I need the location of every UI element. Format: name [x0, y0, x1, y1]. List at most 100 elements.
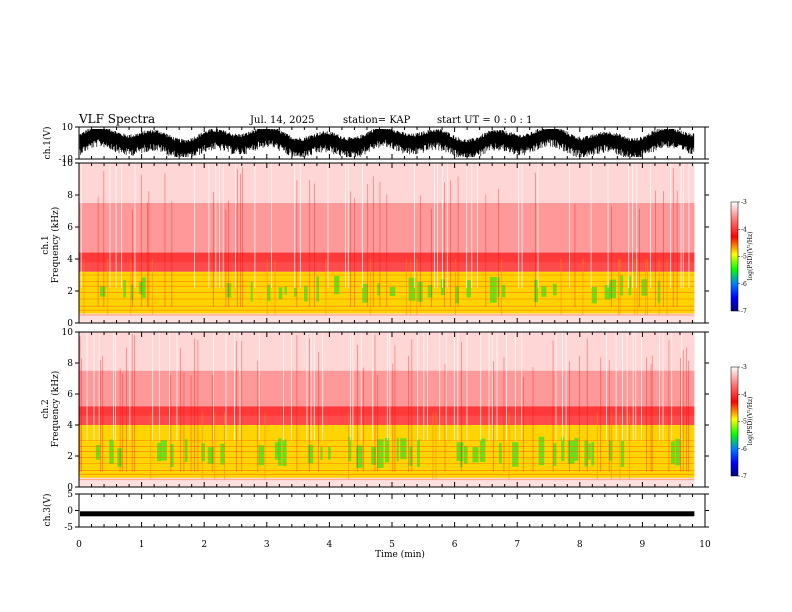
chart_data.1.yticks-green-patch: [552, 283, 557, 296]
chart_data.1.yticks-green-patch: [226, 283, 232, 298]
chart_data.2.yticks-green-patch: [479, 438, 486, 462]
ch2-colorbar: -3 -4 -5 -6 -7 log(PSD)(V²/Hz): [730, 364, 754, 480]
ch1-spectrogram-panel: 0 2 4 6 8 10: [62, 159, 709, 329]
chart_data.1.yticks-green-patch: [141, 277, 146, 298]
chart_data.1.yticks-green-patch: [591, 286, 597, 304]
chart_data.1.yticks-tick-label: 8: [67, 191, 73, 201]
start-time-label: start UT = 0 : 0 : 1: [437, 115, 532, 126]
chart_data.2.yticks-green-patch: [220, 443, 225, 465]
chart_data.3.yticks-tick-label: -5: [64, 523, 73, 533]
chart_data.2.yticks-green-patch: [498, 443, 502, 464]
chart_data.2.yticks-green-patch: [277, 438, 282, 466]
chart_data.2.yticks-green-patch: [207, 447, 214, 464]
chart_data.1.yticks-green-patch: [427, 284, 433, 298]
chart_data.2.yticks-bottom-strip: [79, 480, 695, 487]
chart_data.2.yticks-tick-label: 4: [67, 421, 73, 431]
chart_data.1.yticks-green-patch: [99, 285, 106, 297]
chart_data.1.yticks-bottom-strip: [79, 316, 695, 323]
colorbar-tick-label: -4: [741, 226, 747, 233]
x-tick-label: 5: [389, 540, 395, 550]
chart_data.2.yticks-green-patch: [670, 441, 675, 465]
ch1-waveform-panel: 10 -10: [59, 123, 709, 165]
chart_data.2.yticks-green-patch: [356, 445, 363, 468]
chart_data.2.yticks-green-patch: [400, 438, 407, 460]
chart_data.1.yticks-green-patch: [534, 279, 538, 303]
chart_data.1.yticks-green-patch: [294, 287, 297, 297]
chart_data.2.yticks-tick-label: 6: [67, 390, 73, 400]
time-axis: 0 1 2 3 4 5 6 7 8 9 10: [76, 540, 711, 550]
chart_data.1.yticks-green-patch: [284, 286, 287, 295]
ch1-colorbar-gradient: [730, 201, 739, 312]
chart_data.2.yticks-green-patch: [538, 436, 545, 466]
chart_data.2.yticks-tick-label: 0: [67, 483, 73, 493]
chart_data.1.yticks-green-patch: [501, 284, 506, 298]
chart_data.2.yticks-green-patch: [591, 441, 595, 466]
chart_data.1.yticks-tick-label: 2: [67, 287, 73, 297]
chart_data.2.yticks-green-patch: [675, 439, 681, 466]
chart_data.2.yticks-green-patch: [417, 439, 420, 467]
chart_data.1.yticks-green-patch: [619, 275, 624, 296]
chart_data.2.yticks-green-patch: [282, 439, 287, 466]
ch2-spectrogram-axis-label-2: Frequency (kHz): [50, 371, 61, 448]
chart_data.2.yticks-green-patch: [377, 439, 384, 469]
chart_data.1.yticks-green-patch: [362, 283, 368, 303]
colorbar-tick-label: -7: [741, 473, 747, 480]
date-label: Jul. 14, 2025: [249, 115, 315, 126]
chart_data.0.yticks-tick-label: -10: [59, 155, 74, 165]
chart_data.1.yticks-green-patch: [641, 279, 648, 296]
chart_data.1.yticks-tick-label: 0: [67, 319, 73, 329]
chart_data.2.yticks-green-patch: [463, 445, 468, 464]
chart_data.2.yticks-green-patch: [553, 443, 557, 466]
chart_data.1.yticks-green-patch: [408, 277, 416, 301]
colorbar-tick-label: -4: [741, 391, 747, 398]
station-label: station= KAP: [343, 115, 411, 126]
x-tick-label: 3: [264, 540, 270, 550]
ch2-colorbar-gradient: [730, 366, 739, 477]
chart_data.1.yticks-green-patch: [334, 275, 340, 295]
colorbar-tick-label: -3: [741, 364, 747, 371]
chart_data.3.yticks-tick-label: 5: [67, 490, 73, 500]
x-tick-label: 7: [514, 540, 520, 550]
chart_data.2.yticks-green-patch: [396, 437, 399, 462]
chart_data.2.yticks-green-patch: [620, 440, 625, 467]
chart_data.1.yticks-green-patch: [466, 280, 471, 298]
ch2-colorbar-label: log(PSD)(V²/Hz): [747, 397, 754, 446]
colorbar-tick-label: -7: [741, 308, 747, 315]
colorbar-tick-label: -5: [741, 254, 747, 261]
colorbar-tick-label: -6: [741, 446, 747, 453]
ch1-voltage-axis-label: ch.1(V): [42, 127, 53, 160]
ch3-waveform-panel: 5 0 -5: [64, 490, 709, 533]
chart_data.2.yticks-green-patch: [258, 445, 265, 466]
chart_data.2.yticks-green-patch: [512, 442, 519, 467]
chart_data.2.yticks-green-patch: [574, 438, 579, 461]
chart_data.1.yticks-green-patch: [609, 279, 616, 299]
chart_data.0.yticks-tick-label: 10: [62, 123, 74, 133]
chart_data.1.yticks-green-patch: [278, 287, 283, 300]
chart_data.1.yticks-green-patch: [316, 276, 319, 302]
chart_data.2.yticks-green-patch: [201, 443, 205, 462]
chart_data.2.yticks-green-patch: [584, 440, 588, 467]
chart_data.3.yticks-tick-label: 0: [67, 507, 73, 517]
chart_data.1.yticks-green-patch: [377, 283, 380, 296]
chart_data.2.yticks-green-patch: [170, 444, 174, 467]
chart_data.2.yticks-tick-label: 8: [67, 359, 73, 369]
chart_data.2.yticks-green-patch: [384, 437, 390, 463]
x-tick-label: 2: [201, 540, 207, 550]
x-tick-label: 10: [699, 540, 711, 550]
chart_data.2.yticks-tick-label: 2: [67, 452, 73, 462]
ch2-spectrogram-axis-label-1: ch.2: [41, 399, 51, 418]
chart_data.2.yticks-green-patch: [561, 437, 565, 462]
chart_data.2.yticks-green-patch: [348, 436, 352, 462]
chart_data.2.yticks-green-patch: [184, 439, 188, 463]
chart_data.2.yticks-green-patch: [274, 442, 281, 460]
chart_data.1.yticks-green-patch: [628, 276, 632, 296]
x-tick-label: 1: [139, 540, 145, 550]
chart_data.2.yticks-green-patch: [472, 447, 479, 463]
chart_data.2.yticks-red-band: [79, 406, 695, 425]
chart_data.2.yticks-green-patch: [95, 444, 100, 460]
ch1-spectrogram-axis-label-2: Frequency (kHz): [50, 207, 61, 284]
colorbar-tick-label: -6: [741, 281, 747, 288]
x-tick-label: 8: [577, 540, 583, 550]
chart_data.2.yticks-green-patch: [307, 444, 314, 464]
chart_data.1.yticks-green-patch: [454, 286, 459, 304]
